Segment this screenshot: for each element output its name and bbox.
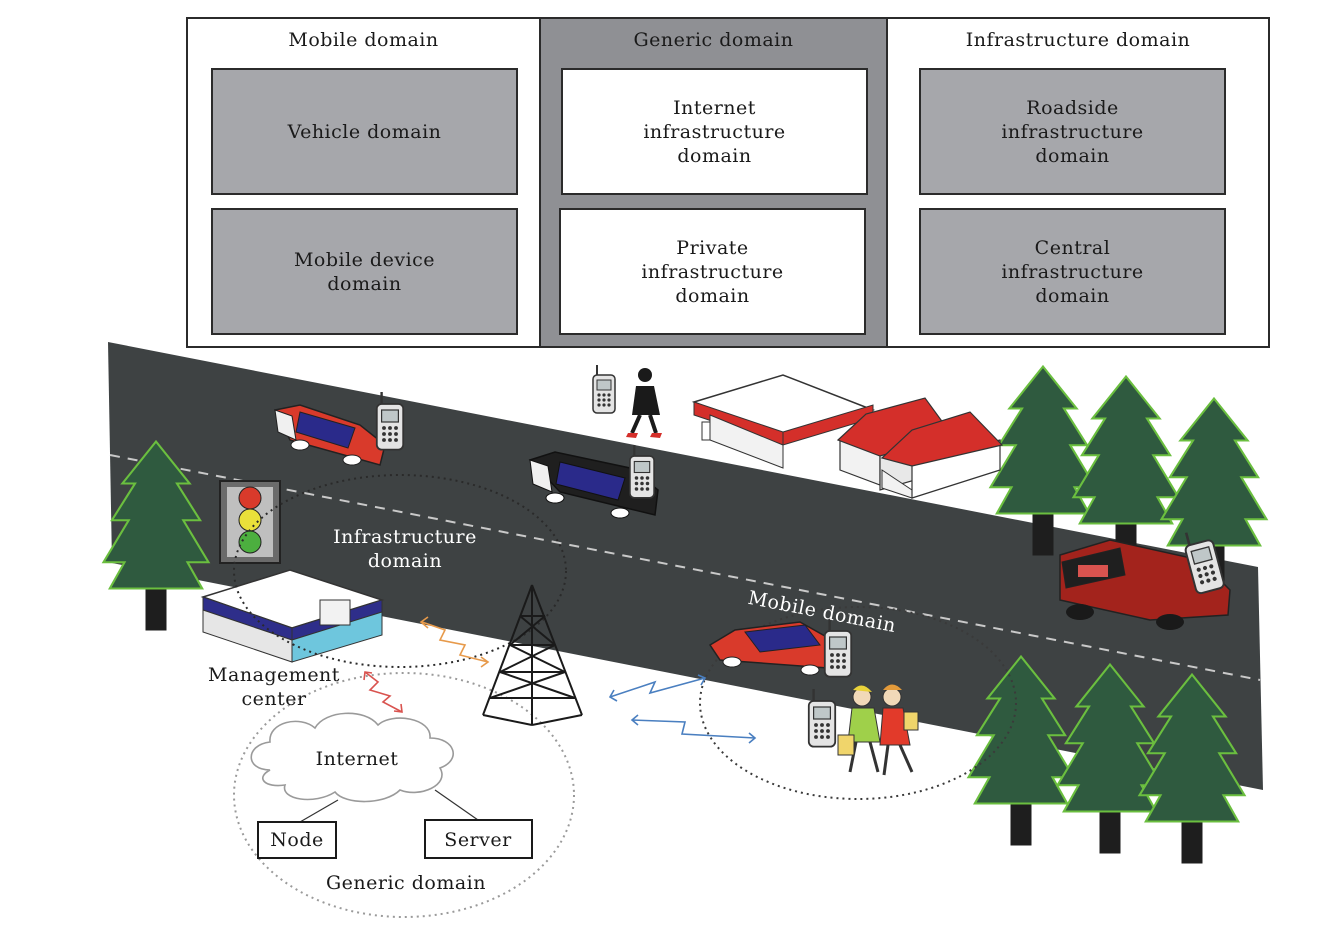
infrastructure-domain-title: Infrastructure domain bbox=[965, 29, 1191, 51]
car-icon-black bbox=[528, 451, 659, 519]
server-link-line bbox=[434, 789, 479, 821]
generic-domain-label: Generic domain bbox=[326, 872, 486, 894]
shoppers-icon bbox=[837, 684, 919, 776]
pedestrian-icon bbox=[626, 368, 662, 438]
server-label: Server bbox=[444, 829, 512, 851]
infrastructure-domain-label-line2: domain bbox=[368, 550, 442, 572]
car-icon-red-bottom bbox=[708, 621, 833, 676]
mobile-device-domain-box: Mobile device domain bbox=[211, 208, 518, 335]
management-center-label-line1: Management bbox=[208, 664, 340, 686]
infrastructure-domain-circle bbox=[233, 474, 567, 668]
generic-domain-column: Generic domain Internet infrastructure d… bbox=[541, 19, 888, 346]
management-center-label-line2: center bbox=[241, 688, 307, 710]
generic-domain-circle bbox=[233, 672, 575, 918]
internet-label: Internet bbox=[316, 748, 399, 770]
roadside-infrastructure-domain-box: Roadside infrastructure domain bbox=[919, 68, 1226, 195]
server-box bbox=[424, 819, 533, 859]
phone-icon-pedestrian bbox=[592, 364, 616, 414]
domain-table: Mobile domain Vehicle domain Mobile devi… bbox=[186, 17, 1270, 348]
wireless-link-red bbox=[363, 671, 403, 713]
traffic-light-icon bbox=[219, 480, 281, 564]
mobile-domain-title: Mobile domain bbox=[288, 29, 439, 51]
mobile-domain-column: Mobile domain Vehicle domain Mobile devi… bbox=[188, 19, 541, 346]
central-infrastructure-domain-box: Central infrastructure domain bbox=[919, 208, 1226, 335]
mobile-domain-circle bbox=[699, 606, 1017, 800]
private-infrastructure-domain-box: Private infrastructure domain bbox=[559, 208, 866, 335]
internet-infrastructure-domain-box: Internet infrastructure domain bbox=[561, 68, 868, 195]
wireless-link-blue-1 bbox=[608, 674, 707, 702]
vehicle-domain-box: Vehicle domain bbox=[211, 68, 518, 195]
management-center-building-icon bbox=[200, 569, 385, 663]
infrastructure-domain-label-line1: Infrastructure bbox=[333, 526, 477, 548]
node-link-line bbox=[299, 799, 339, 823]
houses-icon bbox=[836, 397, 1004, 499]
internet-cloud-icon bbox=[250, 712, 454, 803]
infrastructure-domain-column: Infrastructure domain Roadside infrastru… bbox=[888, 19, 1268, 346]
generic-domain-title: Generic domain bbox=[633, 29, 794, 51]
wireless-link-blue-2 bbox=[630, 714, 757, 744]
node-label: Node bbox=[270, 829, 323, 851]
wireless-link-orange bbox=[419, 616, 490, 668]
road bbox=[108, 342, 1263, 790]
car-icon-red-top bbox=[273, 404, 386, 466]
node-box bbox=[257, 821, 337, 859]
gas-station-icon bbox=[691, 374, 876, 469]
cell-tower-icon bbox=[482, 584, 583, 726]
